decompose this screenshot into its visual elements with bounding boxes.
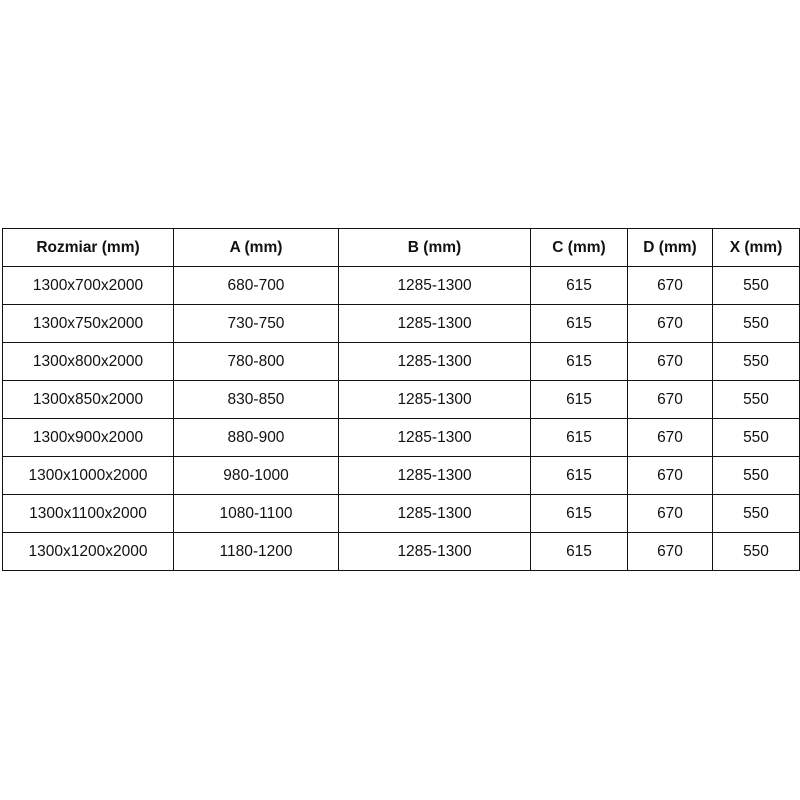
cell-b: 1285-1300 (338, 418, 531, 457)
table-row: 1300x1100x2000 1080-1100 1285-1300 615 670 55… (2, 494, 800, 533)
table-row: 1300x800x2000 780-800 1285-1300 615 670 550 (2, 342, 800, 381)
cell-a: 1080-1100 (173, 494, 339, 533)
header-size: Rozmiar (mm) (2, 228, 174, 267)
dimensions-table: Rozmiar (mm) A (mm) B (mm) C (mm) D (mm) X (m… (2, 228, 800, 571)
header-x: X (mm) (712, 228, 800, 267)
cell-c: 615 (530, 266, 628, 305)
table-row: 1300x900x2000 880-900 1285-1300 615 670 550 (2, 418, 800, 457)
header-row: Rozmiar (mm) A (mm) B (mm) C (mm) D (mm) X (m… (2, 228, 800, 267)
cell-c: 615 (530, 304, 628, 343)
cell-c: 615 (530, 456, 628, 495)
cell-d: 670 (627, 304, 713, 343)
cell-c: 615 (530, 418, 628, 457)
cell-b: 1285-1300 (338, 532, 531, 571)
cell-x: 550 (712, 342, 800, 381)
cell-x: 550 (712, 494, 800, 533)
header-a: A (mm) (173, 228, 339, 267)
header-c: C (mm) (530, 228, 628, 267)
table-row: 1300x850x2000 830-850 1285-1300 615 670 550 (2, 380, 800, 419)
cell-d: 670 (627, 532, 713, 571)
cell-x: 550 (712, 456, 800, 495)
table-row: 1300x1200x2000 1180-1200 1285-1300 615 670 55… (2, 532, 800, 571)
table-row: 1300x750x2000 730-750 1285-1300 615 670 550 (2, 304, 800, 343)
cell-d: 670 (627, 266, 713, 305)
cell-size: 1300x800x2000 (2, 342, 174, 381)
cell-size: 1300x1000x2000 (2, 456, 174, 495)
cell-size: 1300x1100x2000 (2, 494, 174, 533)
cell-a: 730-750 (173, 304, 339, 343)
cell-size: 1300x1200x2000 (2, 532, 174, 571)
table-row: 1300x700x2000 680-700 1285-1300 615 670 550 (2, 266, 800, 305)
cell-c: 615 (530, 532, 628, 571)
cell-a: 1180-1200 (173, 532, 339, 571)
cell-a: 880-900 (173, 418, 339, 457)
cell-x: 550 (712, 532, 800, 571)
cell-a: 780-800 (173, 342, 339, 381)
cell-b: 1285-1300 (338, 342, 531, 381)
cell-x: 550 (712, 380, 800, 419)
cell-d: 670 (627, 494, 713, 533)
cell-c: 615 (530, 342, 628, 381)
cell-size: 1300x900x2000 (2, 418, 174, 457)
cell-d: 670 (627, 342, 713, 381)
cell-c: 615 (530, 380, 628, 419)
cell-c: 615 (530, 494, 628, 533)
cell-x: 550 (712, 304, 800, 343)
cell-a: 830-850 (173, 380, 339, 419)
table-row: 1300x1000x2000 980-1000 1285-1300 615 670 550 (2, 456, 800, 495)
cell-b: 1285-1300 (338, 266, 531, 305)
header-d: D (mm) (627, 228, 713, 267)
cell-size: 1300x750x2000 (2, 304, 174, 343)
cell-size: 1300x850x2000 (2, 380, 174, 419)
cell-a: 680-700 (173, 266, 339, 305)
cell-d: 670 (627, 380, 713, 419)
cell-b: 1285-1300 (338, 304, 531, 343)
cell-b: 1285-1300 (338, 494, 531, 533)
cell-d: 670 (627, 418, 713, 457)
cell-b: 1285-1300 (338, 456, 531, 495)
header-b: B (mm) (338, 228, 531, 267)
cell-x: 550 (712, 418, 800, 457)
cell-d: 670 (627, 456, 713, 495)
cell-x: 550 (712, 266, 800, 305)
cell-a: 980-1000 (173, 456, 339, 495)
cell-size: 1300x700x2000 (2, 266, 174, 305)
cell-b: 1285-1300 (338, 380, 531, 419)
